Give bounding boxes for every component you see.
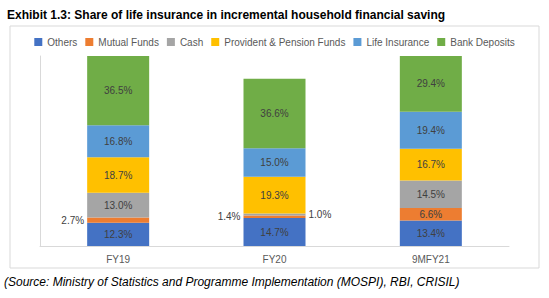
svg-text:FY19: FY19 [106,254,130,265]
svg-text:1.0%: 1.0% [309,209,332,220]
svg-text:12.3%: 12.3% [104,229,132,240]
svg-text:Life Insurance: Life Insurance [366,37,429,48]
svg-text:15.0%: 15.0% [260,157,288,168]
svg-text:9MFY21: 9MFY21 [412,254,450,265]
svg-text:36.6%: 36.6% [260,108,288,119]
svg-text:14.5%: 14.5% [417,189,445,200]
svg-text:14.7%: 14.7% [260,227,288,238]
svg-text:Cash: Cash [180,37,203,48]
svg-text:13.0%: 13.0% [104,200,132,211]
svg-text:16.8%: 16.8% [104,136,132,147]
svg-text:36.5%: 36.5% [104,85,132,96]
svg-text:6.6%: 6.6% [419,209,442,220]
svg-text:Bank Deposits: Bank Deposits [450,37,514,48]
svg-text:Mutual Funds: Mutual Funds [98,37,159,48]
svg-text:16.7%: 16.7% [417,159,445,170]
svg-text:13.4%: 13.4% [417,228,445,239]
svg-text:2.7%: 2.7% [61,215,84,226]
svg-text:FY20: FY20 [263,254,287,265]
svg-text:18.7%: 18.7% [104,170,132,181]
svg-text:(Source: Ministry of Statistic: (Source: Ministry of Statistics and Prog… [4,275,459,289]
svg-text:19.4%: 19.4% [417,125,445,136]
svg-text:Exhibit 1.3: Share of life ins: Exhibit 1.3: Share of life insurance in … [7,8,445,22]
svg-text:29.4%: 29.4% [417,78,445,89]
svg-text:Others: Others [47,37,77,48]
svg-text:19.3%: 19.3% [260,190,288,201]
svg-text:Provident & Pension Funds: Provident & Pension Funds [224,37,345,48]
svg-text:1.4%: 1.4% [218,211,241,222]
